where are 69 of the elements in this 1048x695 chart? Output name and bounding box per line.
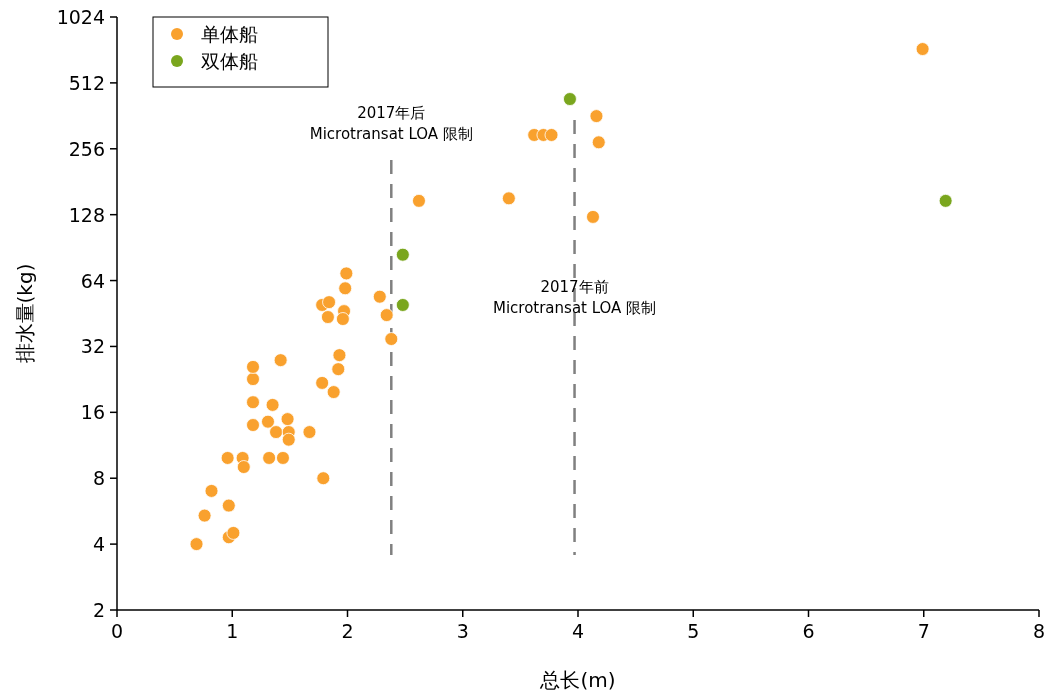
point <box>262 451 277 465</box>
ref-line-label: 2017年后 Microtransat LOA 限制 <box>309 104 473 143</box>
x-tick-label: 3 <box>456 620 469 642</box>
point <box>322 295 336 310</box>
y-tick-label: 128 <box>68 203 105 226</box>
x-tick-label: 6 <box>802 620 815 642</box>
legend-label: 单体船 <box>201 23 258 45</box>
point <box>302 425 317 439</box>
point <box>246 418 260 432</box>
legend-label: 双体船 <box>201 50 258 72</box>
x-tick-label: 4 <box>571 620 585 642</box>
point <box>189 537 204 552</box>
point <box>379 308 394 322</box>
point <box>276 451 290 465</box>
point <box>281 432 296 447</box>
point <box>315 376 330 390</box>
point <box>395 247 410 262</box>
y-tick-label: 2 <box>92 599 105 621</box>
y-tick-label: 32 <box>80 335 105 358</box>
point <box>339 266 354 281</box>
x-tick-label: 5 <box>687 620 700 642</box>
point <box>563 92 577 106</box>
point <box>331 362 346 377</box>
point <box>273 353 288 368</box>
point <box>338 281 353 296</box>
point <box>236 460 251 474</box>
y-tick-label: 64 <box>80 269 105 292</box>
point <box>265 398 280 412</box>
x-tick-label: 0 <box>110 620 124 642</box>
point <box>326 385 341 399</box>
y-axis-title: 排水量(kg) <box>13 263 37 364</box>
x-tick-label: 2 <box>341 620 354 642</box>
point <box>384 332 399 346</box>
point <box>589 109 604 124</box>
y-tick-label: 8 <box>92 467 105 490</box>
point <box>938 193 953 208</box>
point <box>197 508 212 523</box>
point <box>261 414 275 429</box>
point <box>220 451 235 465</box>
point <box>915 42 930 56</box>
y-tick-label: 4 <box>92 533 105 556</box>
y-tick-label: 512 <box>68 71 105 94</box>
point <box>246 372 260 386</box>
point <box>544 128 559 142</box>
y-tick-label: 1024 <box>56 6 105 28</box>
point <box>269 425 283 439</box>
point <box>316 471 331 486</box>
y-tick-label: 16 <box>80 401 105 424</box>
point <box>591 135 606 150</box>
x-axis-title: 总长(m) <box>539 668 616 692</box>
point <box>226 526 241 540</box>
point <box>586 210 600 224</box>
x-tick-label: 1 <box>226 620 239 642</box>
point <box>332 348 347 363</box>
point <box>412 193 426 208</box>
point <box>372 289 387 304</box>
point <box>280 412 295 426</box>
x-tick-label: 8 <box>1032 620 1046 642</box>
point <box>395 298 410 312</box>
point <box>221 498 236 513</box>
x-tick-label: 7 <box>917 620 930 642</box>
point <box>321 310 335 324</box>
y-tick-label: 256 <box>68 137 105 160</box>
point <box>335 312 350 326</box>
point <box>246 395 260 410</box>
point <box>204 484 219 498</box>
ref-line-label: 2017年前 Microtransat LOA 限制 <box>492 278 657 317</box>
point <box>501 191 516 206</box>
point <box>246 360 260 374</box>
